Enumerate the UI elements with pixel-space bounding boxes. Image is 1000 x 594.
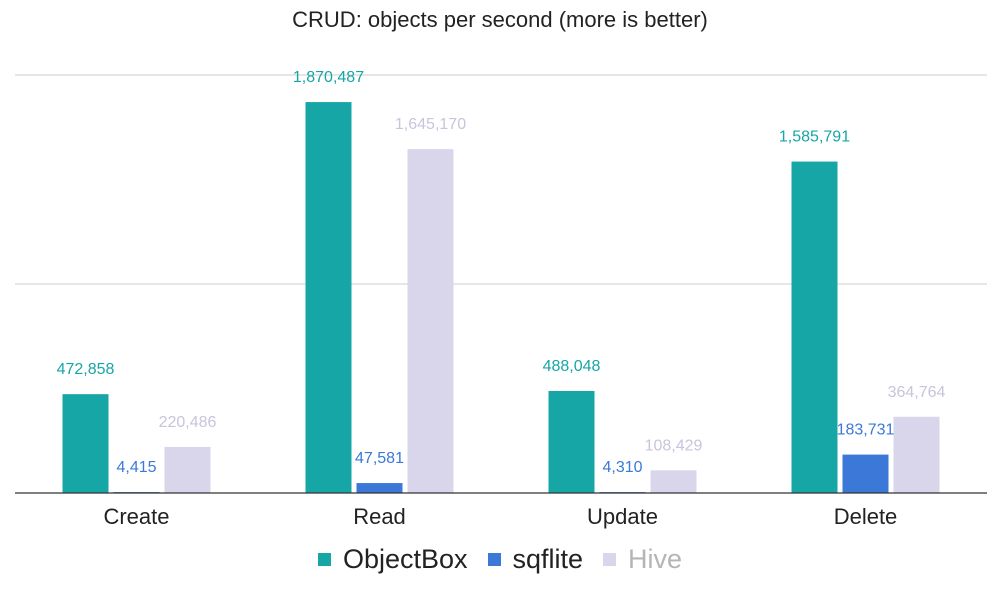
bar-sqflite-read [356,483,403,493]
data-label: 1,645,170 [395,116,466,133]
legend-swatch [603,553,617,566]
data-label: 47,581 [355,450,404,467]
legend-label: ObjectBox [342,544,468,574]
chart-title: CRUD: objects per second (more is better… [292,7,708,32]
bar-hive-delete [893,416,940,493]
bar-hive-create [164,446,211,493]
legend-item-objectbox: ObjectBox [317,544,468,575]
legend-swatch [487,553,501,566]
data-label: 364,764 [888,384,946,401]
x-tick-label: Delete [834,504,898,529]
data-label: 108,429 [645,437,703,454]
data-label: 220,486 [159,414,217,431]
data-label: 472,858 [57,361,115,378]
bar-hive-read [407,149,454,493]
legend-item-sqflite: sqflite [487,544,584,575]
data-label: 1,585,791 [779,129,850,146]
legend-label: sqflite [512,544,584,574]
bar-objectbox-create [62,394,109,493]
legend-label: Hive [628,544,683,574]
data-label: 4,415 [116,459,156,476]
data-label: 488,048 [543,358,601,375]
legend-swatch [317,553,331,566]
bar-hive-update [650,470,697,493]
x-tick-label: Update [587,504,658,529]
data-label: 4,310 [602,459,642,476]
x-tick-label: Create [103,504,169,529]
legend-item-hive: Hive [603,544,682,575]
bar-sqflite-delete [842,454,889,493]
legend: ObjectBox sqflite Hive [0,544,1000,575]
data-label: 183,731 [837,422,895,439]
bar-objectbox-delete [791,161,838,493]
data-label: 1,870,487 [293,69,364,86]
bar-objectbox-read [305,102,352,494]
bar-objectbox-update [548,390,595,493]
x-tick-label: Read [353,504,406,529]
